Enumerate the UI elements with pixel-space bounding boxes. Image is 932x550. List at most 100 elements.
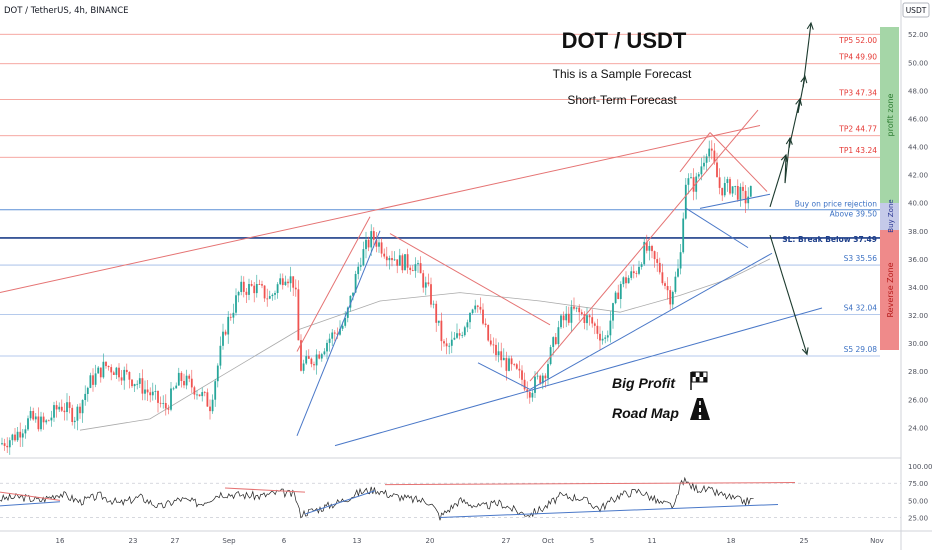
candle-body <box>315 354 318 366</box>
candle-body <box>554 337 557 345</box>
trendline-red[interactable] <box>679 132 711 173</box>
trendline-red[interactable] <box>709 132 768 192</box>
candle-body <box>94 373 97 385</box>
candle-body <box>627 277 630 284</box>
candle-body <box>133 384 136 387</box>
trendline-blue[interactable] <box>685 207 749 249</box>
candle-body <box>560 315 562 328</box>
candle-body <box>612 303 614 321</box>
trendline-red[interactable] <box>0 125 761 294</box>
trendline-blue[interactable] <box>477 362 531 390</box>
candle-body <box>692 177 695 192</box>
level-label-tp: TP1 43.24 <box>838 146 877 155</box>
candle-body <box>645 241 648 251</box>
candle-body <box>450 339 453 346</box>
reverse-zone-label: Reverse Zone <box>886 262 895 317</box>
trendline-red[interactable] <box>529 109 759 382</box>
osc-trendline-red[interactable] <box>224 487 306 493</box>
candle-body <box>27 418 29 430</box>
candle-body <box>157 391 159 403</box>
osc-trendline-blue[interactable] <box>304 490 376 515</box>
level-label-buy: Buy on price rejection <box>795 200 877 209</box>
checkered-flag-icon <box>690 371 708 390</box>
candle-body <box>718 177 721 188</box>
time-axis[interactable]: 16 23 27 Sep 6 13 20 27 Oct 5 11 18 25 Nov <box>56 537 884 545</box>
currency-badge[interactable] <box>902 2 930 18</box>
candle-body <box>209 406 211 412</box>
candle-body <box>469 313 471 323</box>
profit-zone-band <box>880 27 899 203</box>
candle-body <box>258 284 261 285</box>
time-tick-label: Sep <box>222 537 236 545</box>
candle-body <box>266 298 269 300</box>
candle-body <box>739 186 742 200</box>
candle-body <box>643 241 646 265</box>
candle-body <box>42 416 45 423</box>
candle-body <box>120 377 123 381</box>
level-label-buy-sub: Above 39.50 <box>830 210 878 219</box>
candle-body <box>183 381 185 386</box>
level-label-tp: TP5 52.00 <box>838 36 877 45</box>
candle-body <box>24 429 27 434</box>
candle-body <box>255 284 258 294</box>
price-tick-label: 52.00 <box>908 31 928 39</box>
candle-body <box>3 443 6 446</box>
trendline-blue[interactable] <box>296 230 381 436</box>
forecast-up-arrow <box>788 98 801 149</box>
candle-body <box>102 361 105 378</box>
candle-body <box>201 392 204 397</box>
candle-body <box>731 186 734 194</box>
price-axis[interactable]: 52.00 50.00 48.00 46.00 44.00 42.00 40.00 38.00… <box>908 31 932 522</box>
candle-body <box>396 259 399 266</box>
candle-body <box>146 389 149 393</box>
candle-body <box>55 405 58 410</box>
candle-body <box>625 277 627 284</box>
level-label-support: S5 29.08 <box>844 345 878 354</box>
level-label-sl: SL: Break Below 37.49 <box>782 235 877 244</box>
candle-body <box>11 434 14 441</box>
trendline-red[interactable] <box>389 233 551 326</box>
candle-body <box>632 271 635 274</box>
trendline-blue[interactable] <box>334 307 823 447</box>
osc-trendline-blue[interactable] <box>439 503 779 518</box>
candle-body <box>630 271 633 278</box>
candle-body <box>482 309 484 324</box>
candle-body <box>245 291 248 295</box>
candle-body <box>523 379 526 390</box>
candle-body <box>708 148 711 157</box>
trendline-red[interactable] <box>296 216 371 352</box>
candle-body <box>274 293 276 295</box>
candle-body <box>144 389 146 394</box>
osc-trendline-red[interactable] <box>384 482 796 486</box>
price-tick-label: 44.00 <box>908 144 928 152</box>
candle-body <box>177 372 180 386</box>
candle-body <box>14 434 16 441</box>
candle-body <box>164 403 167 409</box>
candle-body <box>86 387 89 394</box>
candle-body <box>29 411 32 419</box>
candle-body <box>674 276 677 292</box>
candle-body <box>497 351 500 356</box>
candle-body <box>284 281 287 285</box>
candle-body <box>253 285 256 294</box>
price-tick-label: 28.00 <box>908 368 928 376</box>
candle-body <box>562 315 565 321</box>
candle-body <box>599 333 601 341</box>
candle-body <box>359 265 362 267</box>
candle-body <box>588 315 591 318</box>
candle-body <box>700 166 703 175</box>
osc-trendline-blue[interactable] <box>0 501 61 507</box>
trendline-blue[interactable] <box>699 193 771 209</box>
level-label-support: S4 32.04 <box>844 303 878 312</box>
candle-body <box>736 186 739 200</box>
candle-body <box>398 255 401 266</box>
osc-trendline-red[interactable] <box>0 491 61 501</box>
trendline-blue[interactable] <box>529 252 773 390</box>
candle-body <box>105 361 107 367</box>
candle-body <box>573 306 575 309</box>
candle-body <box>138 378 141 384</box>
candle-body <box>489 340 492 345</box>
candle-body <box>76 406 79 421</box>
candle-body <box>638 266 640 274</box>
